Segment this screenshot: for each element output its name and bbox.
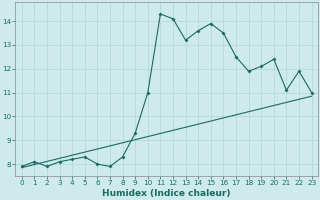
X-axis label: Humidex (Indice chaleur): Humidex (Indice chaleur) [102,189,231,198]
